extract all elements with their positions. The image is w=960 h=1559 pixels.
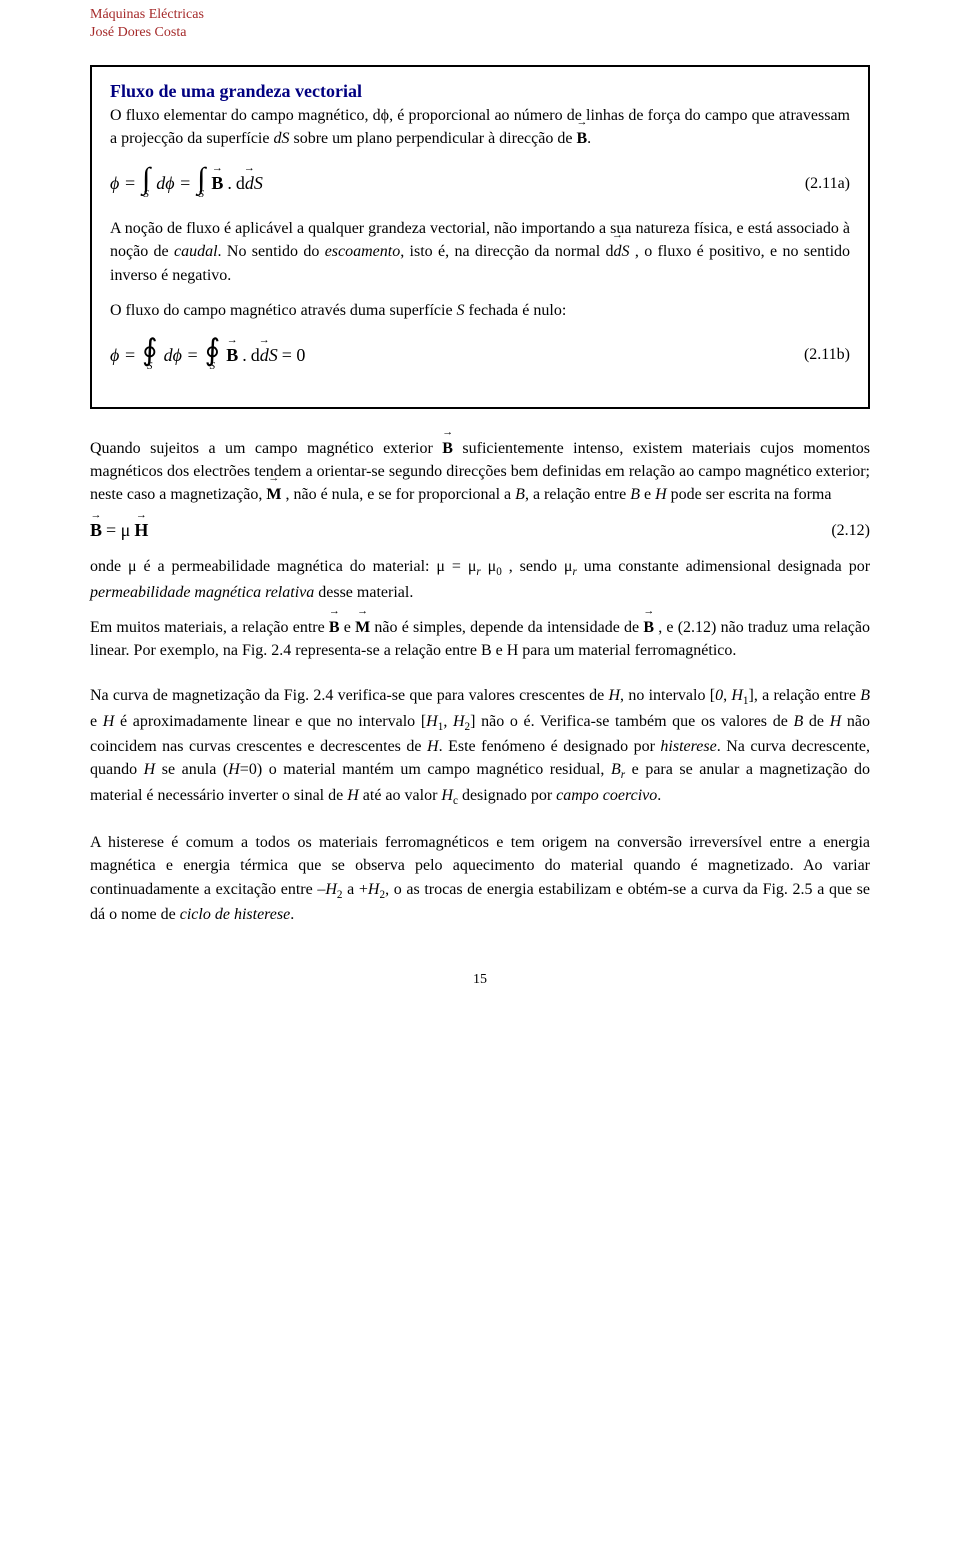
vector-arrow-icon: → [355,606,370,617]
equation-2-11a: ϕ = ∫S dϕ = ∫S →B.→ddS (2.11a) [110,164,850,203]
vector-arrow-icon: → [251,335,278,346]
integral-icon: ∫S [142,164,150,203]
body-p5: onde μ é a permeabilidade magnética do m… [90,555,870,604]
body-p7: Na curva de magnetização da Fig. 2.4 ver… [90,684,870,809]
equation-number: (2.11b) [792,346,850,364]
equation-number: (2.12) [819,522,870,540]
vector-arrow-icon: → [442,427,453,438]
box-title: Fluxo de uma grandeza vectorial [110,81,850,102]
theory-box: Fluxo de uma grandeza vectorial O fluxo … [90,65,870,409]
running-head-author: José Dores Costa [90,24,870,42]
running-head: Máquinas Eléctricas José Dores Costa [90,0,870,65]
equation-2-11b: ϕ = ∮S dϕ = ∮S →B.→ddS = 0 (2.11b) [110,336,850,375]
box-p1: O fluxo elementar do campo magnético, dϕ… [110,104,850,150]
vector-arrow-icon: → [226,335,238,346]
vector-arrow-icon: → [606,230,630,241]
vector-arrow-icon: → [329,606,340,617]
body-p6: Em muitos materiais, a relação entre →B … [90,616,870,662]
vector-arrow-icon: → [266,473,281,484]
integral-icon: ∫S [197,164,205,203]
vector-arrow-icon: → [643,606,654,617]
page-number: 15 [90,972,870,988]
vector-arrow-icon: → [211,163,223,174]
running-head-title: Máquinas Eléctricas [90,6,870,24]
page: Máquinas Eléctricas José Dores Costa Flu… [0,0,960,1028]
equation-number: (2.11a) [793,175,850,193]
vector-arrow-icon: → [90,510,102,521]
box-p3: O fluxo do campo magnético através duma … [110,299,850,322]
vector-arrow-icon: → [576,117,587,128]
box-p2: A noção de fluxo é aplicável a qualquer … [110,217,850,287]
contour-integral-icon: ∮S [142,336,158,375]
vector-arrow-icon: → [236,163,263,174]
body-p4: Quando sujeitos a um campo magnético ext… [90,437,870,507]
vector-arrow-icon: → [134,510,148,521]
body-p8: A histerese é comum a todos os materiais… [90,831,870,926]
contour-integral-icon: ∮S [205,336,221,375]
equation-2-12: →B = μ →H (2.12) [90,520,870,541]
